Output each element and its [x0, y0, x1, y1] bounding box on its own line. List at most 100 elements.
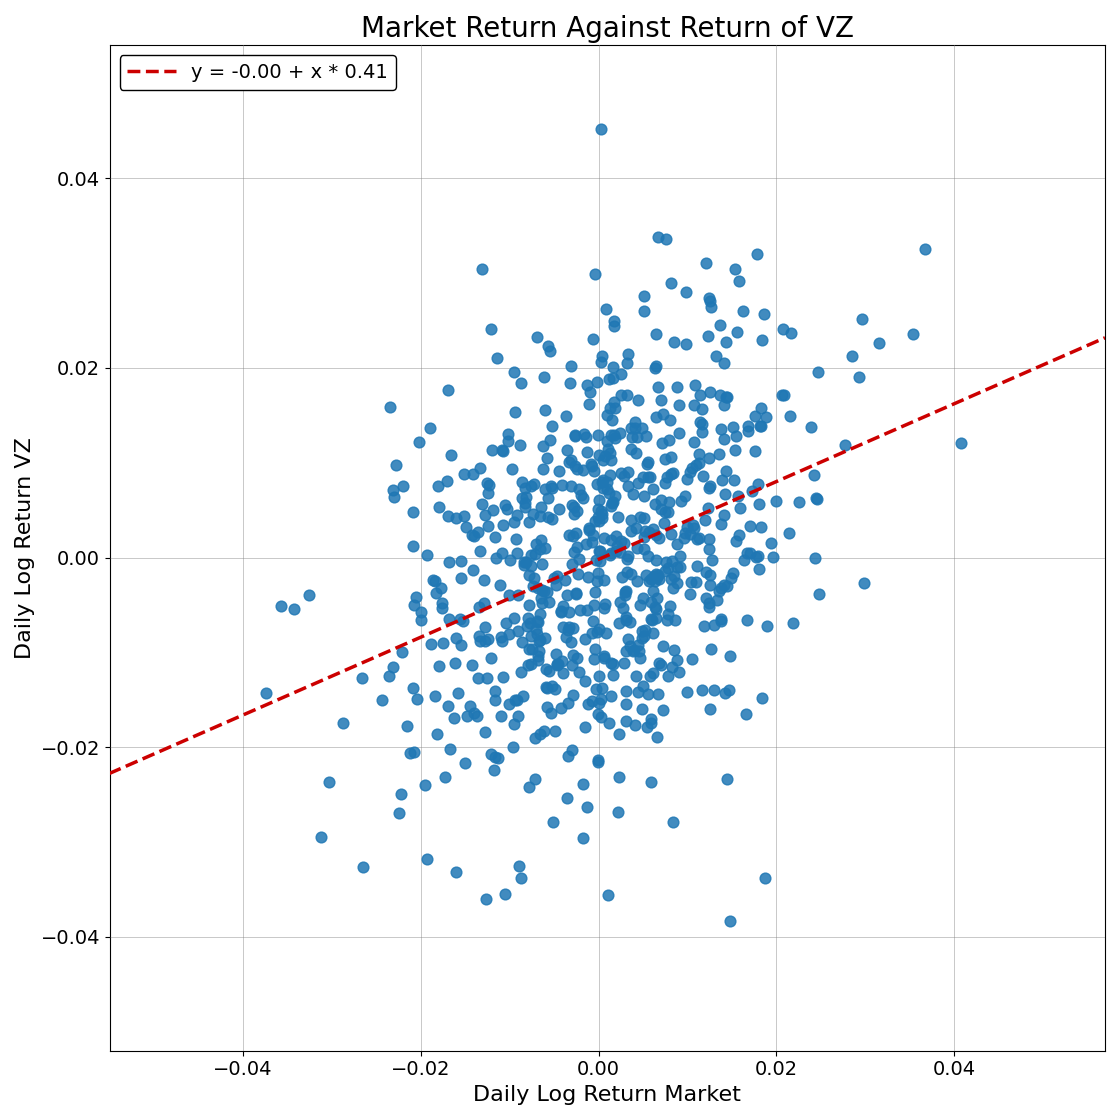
Point	[640, 468, 657, 486]
Point	[470, 598, 488, 616]
Point	[652, 492, 670, 510]
Point	[530, 579, 548, 597]
Point	[623, 564, 641, 582]
Point	[693, 414, 711, 432]
Point	[634, 419, 652, 437]
Point	[515, 556, 533, 573]
Point	[512, 663, 530, 681]
Point	[853, 310, 871, 328]
Point	[635, 528, 653, 545]
Point	[449, 684, 467, 702]
Point	[522, 547, 540, 564]
Point	[728, 324, 746, 342]
Point	[642, 774, 660, 792]
Point	[678, 519, 696, 536]
Point	[706, 616, 724, 634]
Point	[809, 363, 827, 381]
Point	[568, 650, 586, 668]
Point	[393, 643, 411, 661]
Point	[479, 484, 497, 502]
Point	[616, 582, 634, 600]
Point	[598, 480, 616, 498]
Point	[543, 511, 561, 529]
Point	[566, 543, 584, 561]
Point	[684, 516, 702, 534]
Point	[610, 768, 628, 786]
Point	[656, 475, 674, 493]
Point	[533, 594, 551, 612]
Point	[700, 449, 718, 467]
Point	[625, 485, 643, 503]
Point	[507, 691, 525, 709]
Point	[612, 365, 629, 383]
Point	[529, 328, 547, 346]
Point	[694, 467, 712, 485]
Point	[568, 539, 586, 557]
Point	[701, 383, 719, 401]
Point	[648, 684, 666, 702]
Point	[488, 749, 506, 767]
Point	[563, 687, 581, 704]
Point	[468, 669, 486, 687]
Point	[712, 579, 730, 597]
Point	[588, 623, 606, 641]
Point	[517, 553, 535, 571]
Point	[300, 587, 318, 605]
Point	[524, 577, 542, 595]
Point	[548, 655, 566, 673]
Point	[440, 740, 458, 758]
Point	[480, 476, 498, 494]
Point	[688, 530, 706, 548]
Point	[685, 396, 703, 414]
Point	[595, 479, 613, 497]
Point	[535, 540, 553, 558]
Point	[580, 522, 598, 540]
Point	[672, 492, 690, 510]
Point	[488, 349, 506, 367]
Point	[585, 597, 603, 615]
Point	[492, 707, 510, 725]
Point	[586, 512, 604, 530]
Point	[662, 274, 680, 292]
Point	[494, 442, 512, 460]
Point	[664, 579, 682, 597]
Point	[582, 455, 600, 473]
Point	[564, 646, 582, 664]
Point	[647, 566, 665, 584]
Point	[802, 418, 820, 436]
Point	[550, 655, 568, 673]
Point	[758, 617, 776, 635]
Point	[554, 597, 572, 615]
Point	[638, 718, 656, 736]
Point	[550, 500, 568, 517]
Point	[606, 429, 624, 447]
Point	[762, 534, 780, 552]
Point	[545, 721, 563, 739]
Point	[286, 600, 304, 618]
Point	[520, 640, 538, 657]
Point	[494, 516, 512, 534]
Point	[428, 725, 446, 743]
Point	[856, 573, 874, 591]
Point	[578, 601, 596, 619]
Point	[590, 512, 608, 530]
Point	[439, 698, 457, 716]
Point	[781, 407, 799, 424]
Point	[311, 828, 329, 846]
Point	[596, 447, 614, 465]
Point	[843, 347, 861, 365]
Point	[576, 718, 594, 736]
Point	[539, 449, 557, 467]
Point	[584, 533, 601, 551]
Point	[700, 598, 718, 616]
Point	[916, 241, 934, 259]
Point	[511, 436, 529, 454]
Point	[718, 769, 736, 787]
Point	[475, 571, 493, 589]
Point	[595, 450, 613, 468]
Point	[650, 530, 668, 548]
Point	[520, 513, 538, 531]
Point	[738, 544, 756, 562]
Point	[482, 745, 500, 763]
Point	[716, 354, 734, 372]
